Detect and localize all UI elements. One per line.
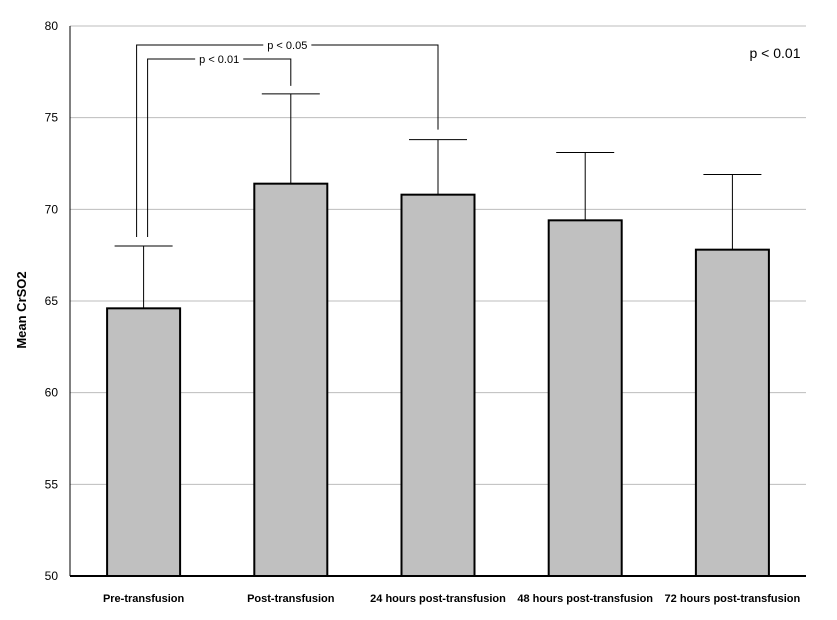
- x-tick-label: 72 hours post-transfusion: [665, 593, 801, 605]
- x-tick-label: 24 hours post-transfusion: [370, 593, 506, 605]
- x-axis-tick-labels: Pre-transfusion Post-transfusion 24 hours …: [103, 593, 801, 605]
- bar: [547, 219, 623, 577]
- x-tick-label: Post-transfusion: [247, 593, 335, 605]
- y-axis-label: Mean CrSO2: [14, 271, 29, 348]
- bar: [400, 193, 476, 578]
- bars: [106, 182, 770, 578]
- bar: [694, 248, 770, 578]
- error-bars: [114, 93, 762, 309]
- y-tick-label: 50: [45, 569, 59, 583]
- y-axis-ticks: 50 55 60 65 70 75 80: [45, 19, 59, 583]
- significance-label-bg: [195, 53, 244, 67]
- x-tick-label: 48 hours post-transfusion: [517, 593, 653, 605]
- significance-label: p < 0.05: [267, 40, 307, 52]
- significance-label: p < 0.01: [199, 54, 239, 66]
- y-tick-label: 75: [45, 111, 59, 125]
- bar: [253, 182, 329, 578]
- y-tick-label: 80: [45, 19, 59, 33]
- y-tick-label: 70: [45, 202, 59, 216]
- y-tick-label: 55: [45, 477, 59, 491]
- significance-label-bg: [263, 39, 312, 53]
- x-tick-label: Pre-transfusion: [103, 593, 185, 605]
- bar: [106, 307, 182, 577]
- overall-p-value: p < 0.01: [750, 45, 801, 61]
- significance-brackets: p < 0.01 p < 0.05: [136, 39, 439, 237]
- y-tick-label: 65: [45, 294, 59, 308]
- y-tick-label: 60: [45, 386, 59, 400]
